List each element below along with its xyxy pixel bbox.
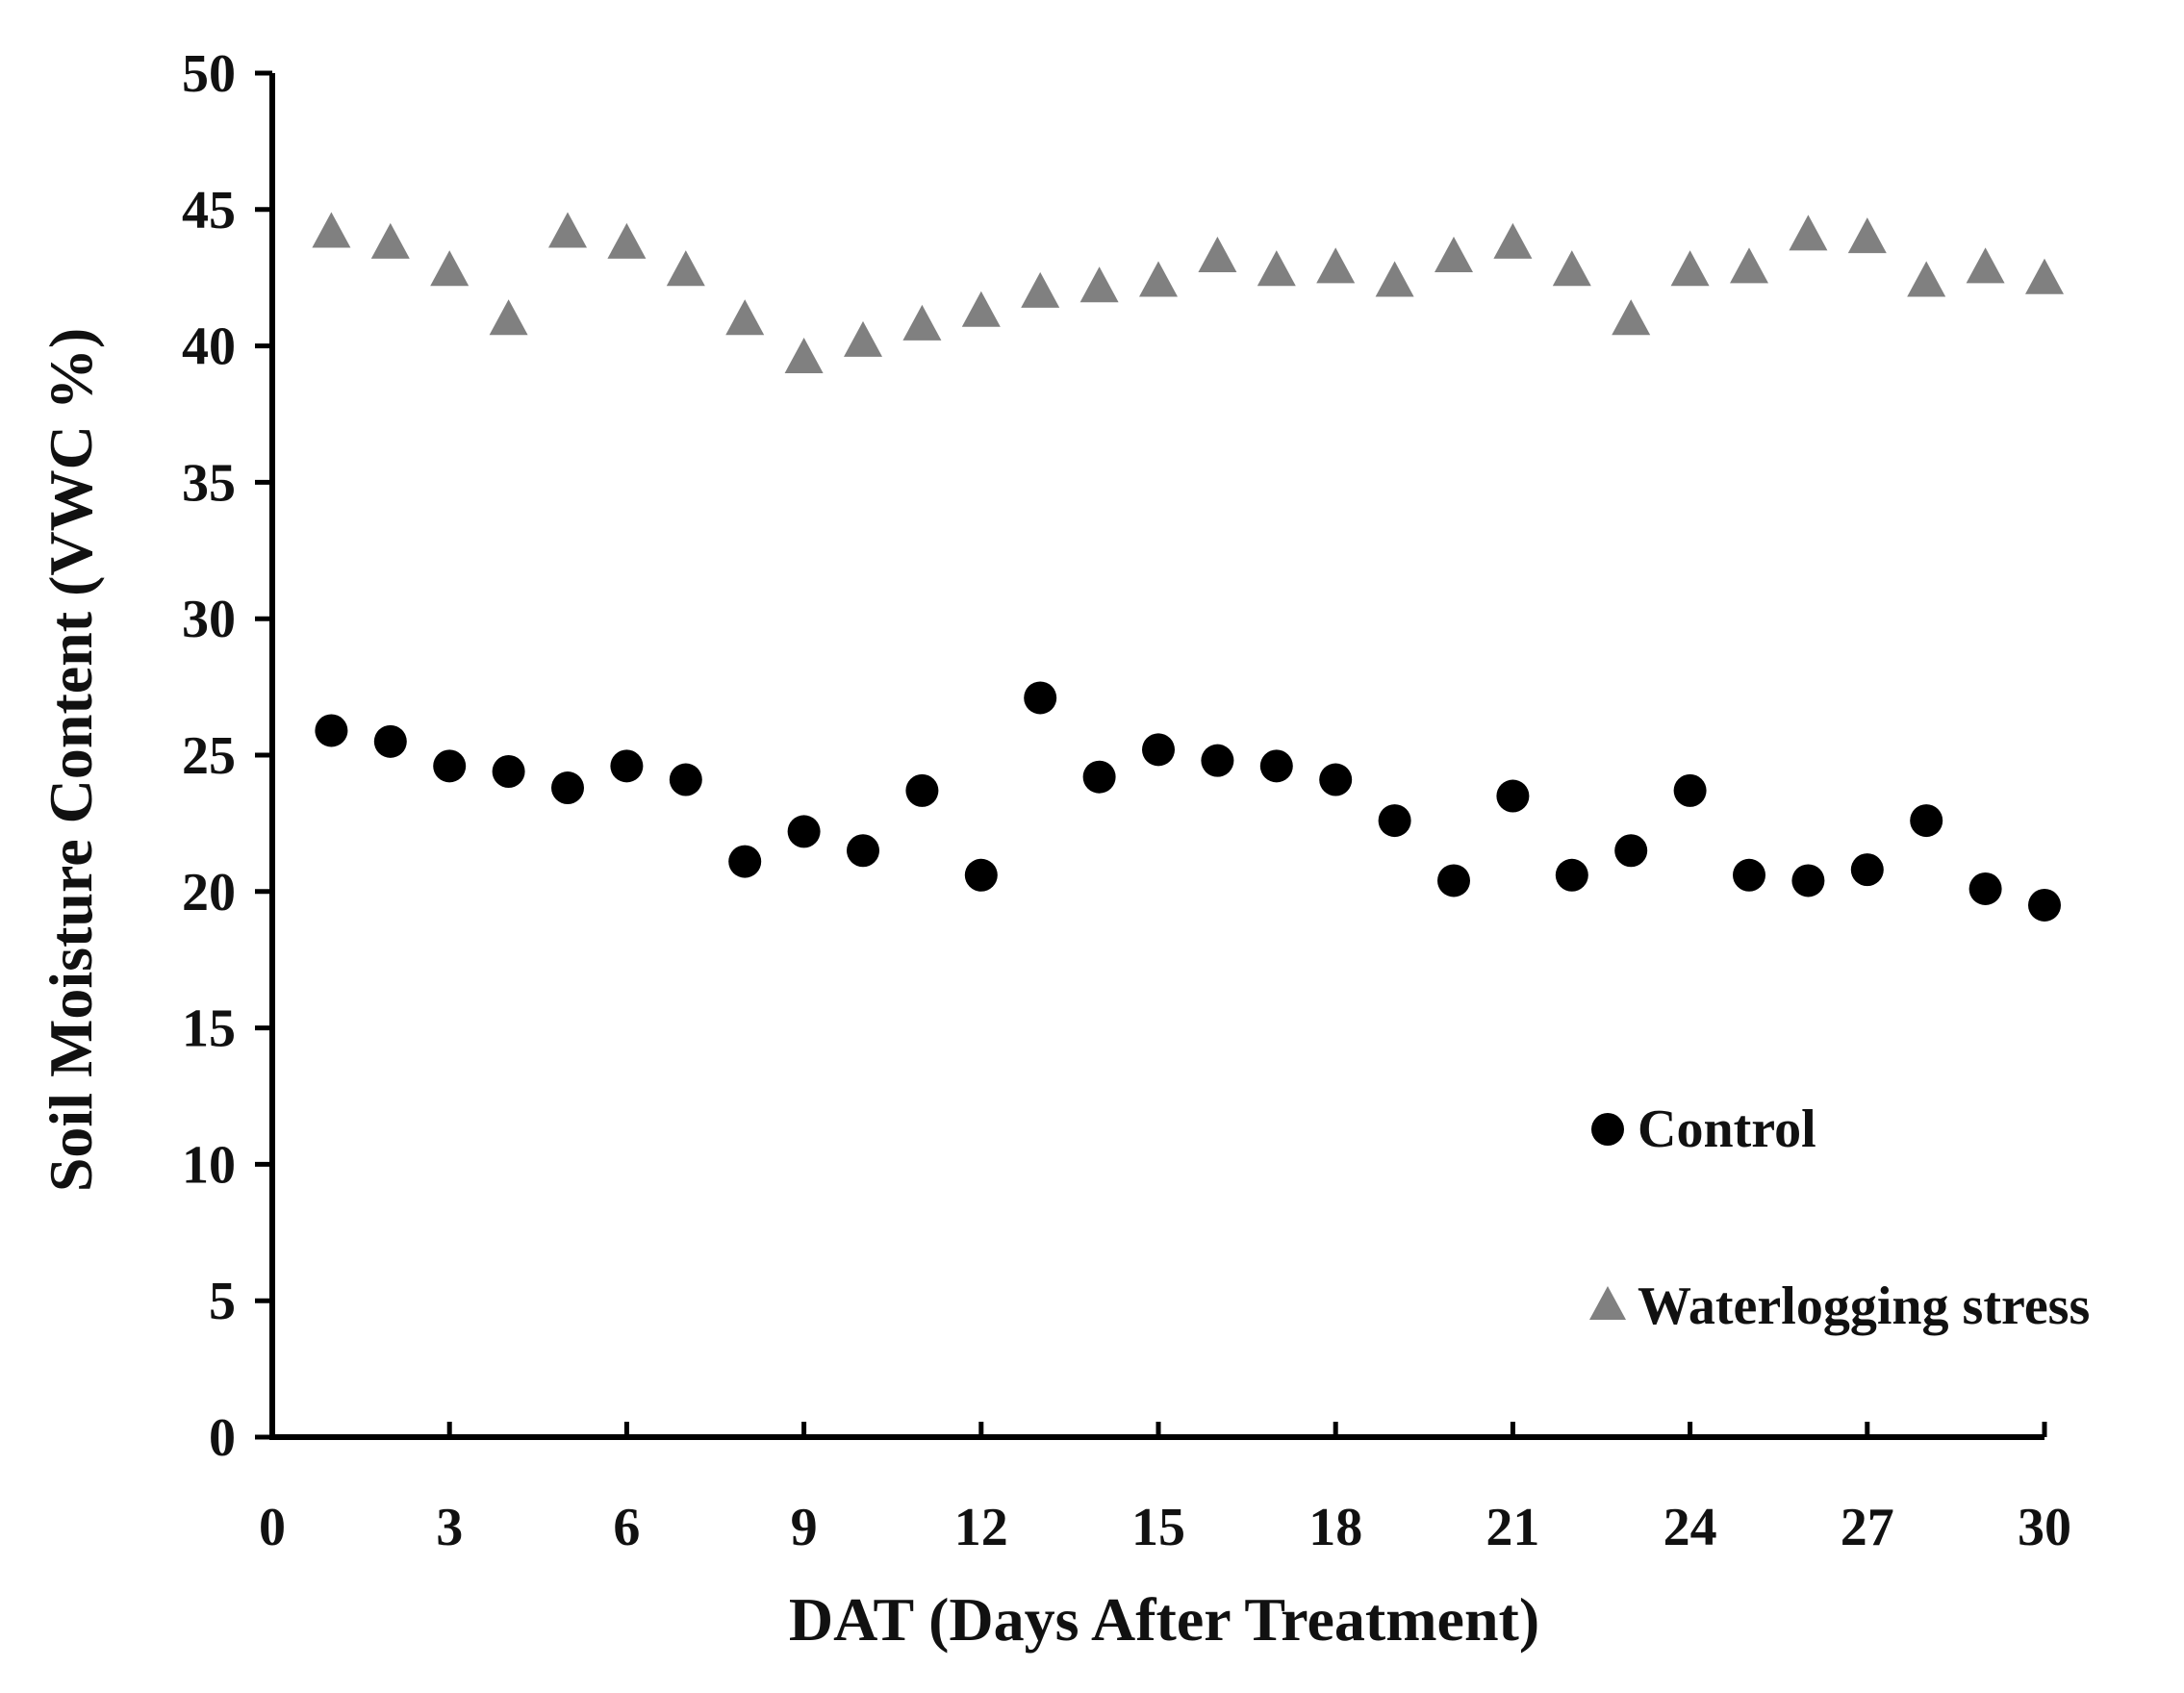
waterlogging-stress-point bbox=[1670, 250, 1710, 287]
waterlogging-stress-point bbox=[1907, 261, 1946, 297]
x-tick-label: 18 bbox=[1308, 1498, 1362, 1557]
control-point bbox=[1024, 681, 1057, 715]
waterlogging-stress-point bbox=[1789, 215, 1828, 251]
y-tick-label: 25 bbox=[182, 726, 236, 786]
control-point bbox=[1850, 853, 1884, 887]
y-tick-label: 50 bbox=[182, 44, 236, 104]
legend-waterlogging-marker bbox=[1589, 1286, 1626, 1320]
waterlogging-stress-point bbox=[1198, 237, 1237, 273]
control-point bbox=[1673, 773, 1707, 807]
waterlogging-stress-point bbox=[1612, 299, 1651, 336]
control-point bbox=[787, 815, 821, 848]
waterlogging-stress-point bbox=[1552, 250, 1591, 287]
control-point bbox=[669, 763, 702, 796]
waterlogging-stress-point bbox=[2025, 258, 2064, 294]
waterlogging-stress-point bbox=[312, 212, 351, 248]
x-tick-label: 9 bbox=[791, 1498, 818, 1557]
x-tick-label: 12 bbox=[954, 1498, 1008, 1557]
waterlogging-stress-point bbox=[607, 222, 647, 259]
x-tick-label: 6 bbox=[613, 1498, 640, 1557]
waterlogging-stress-point bbox=[902, 304, 942, 341]
control-point bbox=[1082, 760, 1116, 794]
data-points bbox=[312, 212, 2064, 922]
y-tick-label: 5 bbox=[209, 1272, 236, 1331]
x-tick-label: 27 bbox=[1841, 1498, 1894, 1557]
waterlogging-stress-point bbox=[1435, 237, 1473, 273]
waterlogging-stress-point bbox=[1139, 261, 1178, 297]
y-tick-label: 40 bbox=[182, 317, 236, 377]
x-tick-label: 3 bbox=[436, 1498, 463, 1557]
control-point bbox=[315, 714, 348, 747]
legend-waterlogging-label: Waterlogging stress bbox=[1638, 1276, 2090, 1336]
control-point bbox=[433, 749, 467, 783]
waterlogging-stress-point bbox=[489, 299, 528, 336]
waterlogging-stress-point bbox=[1316, 247, 1356, 284]
waterlogging-stress-point bbox=[725, 299, 765, 336]
legend-control-label: Control bbox=[1638, 1099, 1816, 1159]
control-point bbox=[1791, 864, 1825, 897]
control-point bbox=[905, 773, 939, 807]
waterlogging-stress-point bbox=[430, 250, 470, 287]
control-point bbox=[2028, 888, 2061, 922]
waterlogging-stress-point bbox=[1375, 261, 1414, 297]
x-tick-label: 0 bbox=[259, 1498, 286, 1557]
control-point bbox=[610, 749, 644, 783]
y-axis: 0 5 10 15 20 25 30 35 40 45 50 bbox=[182, 44, 275, 1468]
x-tick-label: 24 bbox=[1663, 1498, 1717, 1557]
y-tick-label: 15 bbox=[182, 999, 236, 1059]
x-tick-label: 30 bbox=[2018, 1498, 2071, 1557]
control-point bbox=[1555, 858, 1588, 892]
control-point bbox=[1201, 744, 1234, 777]
waterlogging-stress-point bbox=[1730, 247, 1768, 284]
x-tick-label: 15 bbox=[1131, 1498, 1185, 1557]
waterlogging-stress-point bbox=[548, 212, 587, 248]
y-tick-label: 35 bbox=[182, 453, 236, 513]
y-tick-label: 10 bbox=[182, 1135, 236, 1195]
x-axis: 0 3 6 9 12 15 18 21 24 27 30 bbox=[259, 1422, 2071, 1557]
y-tick-label: 30 bbox=[182, 590, 236, 649]
control-point bbox=[1496, 779, 1530, 813]
legend-control-marker bbox=[1591, 1113, 1624, 1146]
waterlogging-stress-point bbox=[844, 320, 882, 357]
waterlogging-stress-point bbox=[961, 291, 1001, 327]
control-point bbox=[1437, 864, 1470, 897]
waterlogging-stress-point bbox=[1079, 266, 1119, 303]
control-point bbox=[551, 771, 584, 805]
waterlogging-stress-point bbox=[1257, 250, 1296, 287]
control-point bbox=[847, 834, 879, 868]
control-point bbox=[1259, 749, 1293, 783]
control-point bbox=[1968, 872, 2002, 905]
waterlogging-stress-point bbox=[370, 222, 410, 259]
control-point bbox=[373, 724, 407, 758]
control-point bbox=[1614, 834, 1648, 868]
legend: Control Waterlogging stress bbox=[1589, 1099, 2090, 1336]
waterlogging-stress-point bbox=[784, 337, 824, 373]
waterlogging-stress-point bbox=[666, 250, 705, 287]
control-point bbox=[1319, 763, 1353, 796]
y-axis-title: Soil Moisture Content (VWC %) bbox=[37, 328, 105, 1192]
control-point bbox=[964, 858, 998, 892]
waterlogging-stress-point bbox=[1493, 222, 1533, 259]
waterlogging-stress-point bbox=[1021, 271, 1060, 308]
control-point bbox=[492, 755, 525, 789]
control-point bbox=[1142, 733, 1175, 767]
control-point bbox=[1378, 804, 1411, 838]
y-tick-label: 20 bbox=[182, 863, 236, 922]
x-axis-title: DAT (Days After Treatment) bbox=[789, 1585, 1539, 1654]
waterlogging-stress-point bbox=[1966, 247, 2005, 284]
control-point bbox=[1910, 804, 1943, 838]
control-point bbox=[1733, 858, 1765, 892]
control-point bbox=[728, 845, 762, 878]
x-tick-label: 21 bbox=[1486, 1498, 1539, 1557]
y-tick-label: 0 bbox=[209, 1408, 236, 1468]
waterlogging-stress-point bbox=[1847, 217, 1887, 254]
y-tick-label: 45 bbox=[182, 181, 236, 240]
